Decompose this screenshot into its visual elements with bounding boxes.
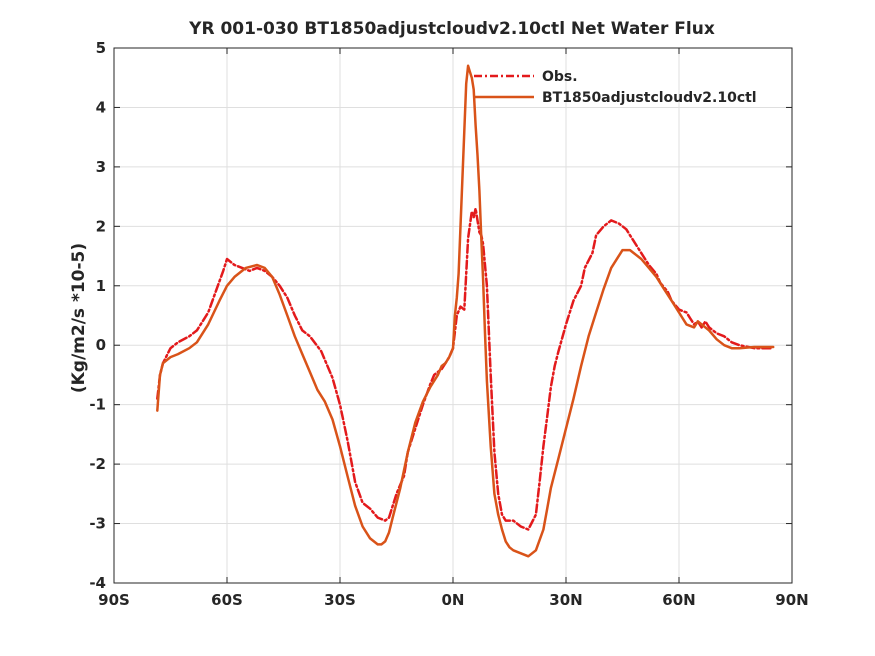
y-tick-label: 1: [96, 277, 106, 295]
y-tick-label: 0: [96, 336, 106, 354]
series-line-model: [156, 64, 775, 558]
chart-title: YR 001-030 BT1850adjustcloudv2.10ctl Net…: [188, 19, 715, 39]
x-tick-label: 60N: [662, 591, 695, 609]
y-tick-label: 2: [96, 217, 106, 235]
legend-label-model: BT1850adjustcloudv2.10ctl: [542, 90, 757, 106]
y-tick-label: 4: [96, 98, 106, 116]
x-tick-label: 90N: [775, 591, 808, 609]
x-tick-label: 30S: [324, 591, 356, 609]
x-tick-labels: 90S 60S 30S 0N 30N 60N 90N: [98, 591, 809, 609]
series-layer: [156, 64, 775, 558]
y-tick-label: -1: [89, 396, 106, 414]
legend-label-obs: Obs.: [542, 69, 578, 85]
y-tick-label: 5: [96, 39, 106, 57]
y-tick-label: 3: [96, 158, 106, 176]
y-axis-label: (Kg/m2/s *10-5): [69, 243, 89, 393]
x-tick-label: 0N: [442, 591, 465, 609]
x-tick-label: 30N: [549, 591, 582, 609]
y-tick-labels: -4 -3 -2 -1 0 1 2 3 4 5: [89, 39, 106, 592]
x-tick-label: 90S: [98, 591, 130, 609]
tick-marks: [113, 47, 793, 584]
y-tick-label: -2: [89, 455, 106, 473]
legend: Obs. BT1850adjustcloudv2.10ctl: [474, 69, 757, 106]
y-tick-label: -3: [89, 515, 106, 533]
y-tick-label: -4: [89, 574, 106, 592]
x-tick-label: 60S: [211, 591, 243, 609]
